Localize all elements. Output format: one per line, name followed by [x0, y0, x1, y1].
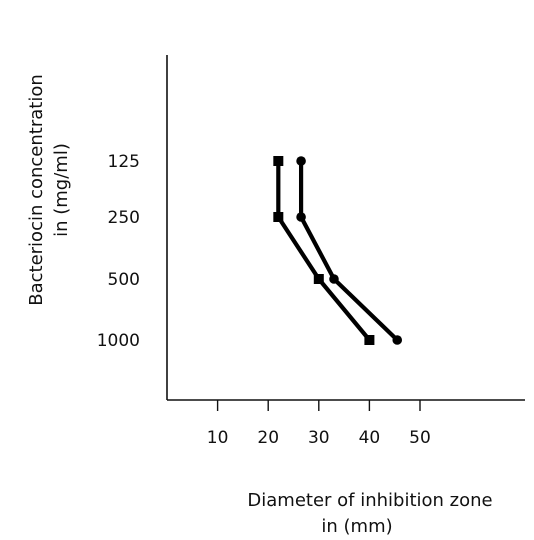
series-2-point-125: [296, 156, 306, 166]
series-2-point-500: [329, 274, 339, 284]
series-1-point-500: [313, 274, 324, 284]
x-tick-label-30: 30: [308, 428, 330, 448]
y-axis-title-line-2: in (mg/ml): [51, 143, 72, 237]
x-tick-label-10: 10: [207, 428, 229, 448]
y-tick-label-1000: 1000: [97, 331, 140, 351]
y-tick-label-250: 250: [108, 208, 140, 228]
x-tick-label-20: 20: [257, 428, 279, 448]
series-1-point-1000: [364, 335, 375, 345]
x-axis-title-line-2: in (mm): [321, 516, 392, 537]
series-2-line: [298, 161, 399, 342]
y-tick-label-125: 125: [108, 152, 140, 172]
x-tick-label-50: 50: [409, 428, 431, 448]
series-1-point-250: [273, 212, 284, 222]
series-2-point-1000: [392, 335, 403, 345]
series-2-point-250: [296, 212, 306, 222]
x-axis-title-line-1: Diameter of inhibition zone: [247, 490, 492, 511]
plot-area: 10 20 30 40 50 125 250 500 1000: [97, 55, 525, 448]
y-axis-title-line-1: Bacteriocin concentration: [26, 74, 47, 306]
series-1-line: [276, 161, 372, 342]
x-tick-label-40: 40: [359, 428, 381, 448]
series-1-point-125: [273, 156, 284, 166]
y-tick-label-500: 500: [108, 270, 140, 290]
